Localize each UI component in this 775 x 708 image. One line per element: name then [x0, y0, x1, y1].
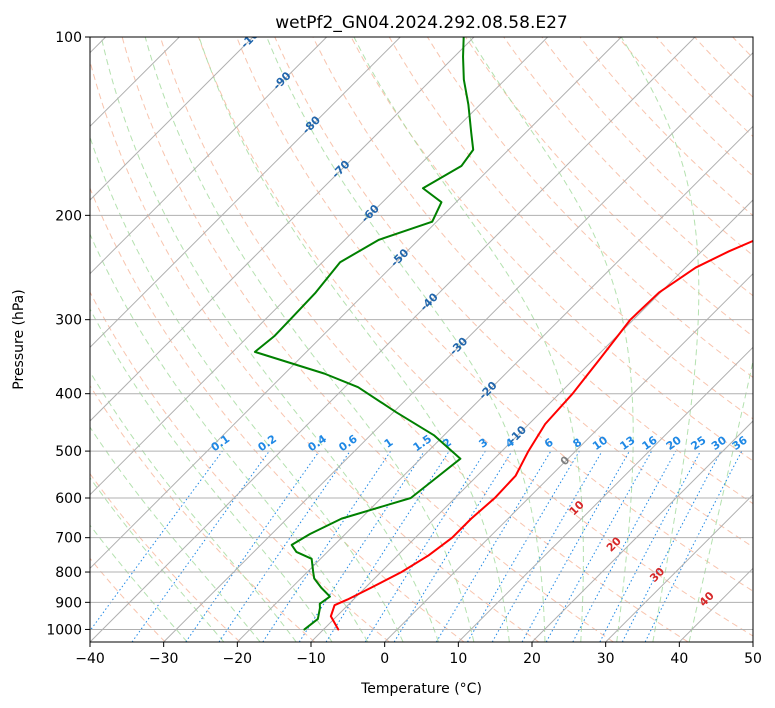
- y-axis-label: Pressure (hPa): [11, 289, 27, 389]
- isotherm-line: [310, 199, 753, 642]
- temperature-profile-line: [329, 239, 753, 631]
- dry-adiabat-line: [350, 37, 753, 462]
- mixing-ratio-line: [572, 450, 677, 642]
- x-tick-label: 10: [449, 651, 467, 667]
- x-tick-label: 0: [380, 651, 389, 667]
- moist-adiabat-line: [90, 426, 261, 642]
- mixing-ratio-line: [393, 450, 513, 642]
- dry-adiabat-line: [388, 37, 753, 420]
- moist-adiabat-line: [90, 524, 188, 642]
- plot-frame: [89, 36, 754, 643]
- isotherm-line: [90, 37, 549, 496]
- mixing-ratio-line: [218, 450, 351, 642]
- isotherm-line: [384, 272, 753, 642]
- chart-title: wetPf2_GN04.2024.292.08.58.E27: [275, 13, 567, 33]
- mixing-ratio-line: [262, 450, 392, 642]
- moist-adiabat-line: [688, 358, 753, 642]
- moist-adiabat-line: [198, 37, 510, 642]
- y-tick-label: 600: [55, 491, 82, 507]
- mixing-ratio-line: [185, 450, 320, 642]
- x-tick-label: −40: [75, 651, 105, 667]
- grid-layer: [90, 37, 753, 642]
- dry-adiabat-line: [465, 37, 753, 337]
- mixing-ratio-line: [298, 450, 425, 642]
- isotherm-line: [605, 493, 753, 642]
- dry-adiabat-line: [503, 37, 753, 297]
- isotherm-line: [531, 420, 753, 642]
- moist-adiabat-line: [90, 135, 404, 642]
- dry-adiabat-line: [312, 37, 753, 505]
- dry-adiabat-line: [90, 384, 316, 642]
- moist-adiabat-line: [620, 37, 700, 642]
- mixing-ratio-line: [131, 450, 270, 642]
- dry-adiabat-line: [90, 291, 390, 642]
- isotherm-line: [90, 37, 328, 275]
- isotherm-line: [90, 37, 475, 422]
- dry-adiabat-line: [159, 37, 689, 642]
- x-tick-label: −20: [223, 651, 253, 667]
- y-tick-label: 200: [55, 208, 82, 224]
- mixing-ratio-line: [90, 450, 223, 632]
- moist-adiabat-line: [90, 476, 225, 642]
- isotherm-line: [90, 37, 696, 642]
- x-tick-label: 30: [597, 651, 615, 667]
- isotherm-line: [90, 37, 622, 570]
- isotherm-line: [163, 51, 753, 642]
- mixing-ratio-line: [325, 450, 450, 642]
- y-tick-label: 300: [55, 313, 82, 329]
- moist-adiabat-line: [90, 308, 333, 642]
- isotherm-line: [457, 346, 753, 642]
- moist-adiabat-line: [266, 37, 546, 642]
- y-tick-label: 400: [55, 387, 82, 403]
- x-tick-label: −30: [149, 651, 179, 667]
- y-tick-label: 900: [55, 595, 82, 611]
- isotherm-line: [236, 125, 753, 642]
- y-tick-label: 800: [55, 565, 82, 581]
- dry-adiabat-line: [274, 37, 753, 548]
- mixing-ratio-line: [521, 450, 630, 642]
- mixing-ratio-line: [644, 450, 743, 642]
- dry-adiabat-line: [236, 37, 753, 592]
- dry-adiabat-line: [90, 186, 465, 642]
- x-tick-label: 20: [523, 651, 541, 667]
- moist-adiabat-line: [144, 37, 475, 642]
- y-tick-label: 500: [55, 444, 82, 460]
- isotherm-line: [90, 37, 401, 349]
- axes-layer: −40 −30 −20 −10 0 10 20 30 40 50 1000 900 800 700 600 5…: [46, 30, 762, 667]
- x-tick-label: −10: [296, 651, 326, 667]
- y-tick-label: 700: [55, 531, 82, 547]
- x-tick-label: 50: [744, 651, 762, 667]
- x-axis-label: Temperature (°C): [360, 681, 482, 697]
- dewpoint-profile-line: [253, 37, 475, 631]
- moist-adiabat-line: [353, 37, 584, 642]
- y-tick-label: 100: [55, 30, 82, 46]
- moist-adiabat-line: [100, 37, 439, 642]
- dry-adiabat-line: [121, 37, 614, 642]
- moist-adiabat-line: [90, 233, 369, 642]
- moist-adiabat-line: [90, 370, 297, 642]
- dry-adiabat-line: [426, 37, 753, 378]
- mixing-ratio-line: [545, 450, 653, 642]
- dry-adiabat-line: [90, 59, 540, 642]
- y-tick-label: 1000: [46, 622, 82, 638]
- isotherm-line: [90, 37, 254, 201]
- x-tick-label: 40: [670, 651, 688, 667]
- dry-adiabat-line: [90, 472, 241, 642]
